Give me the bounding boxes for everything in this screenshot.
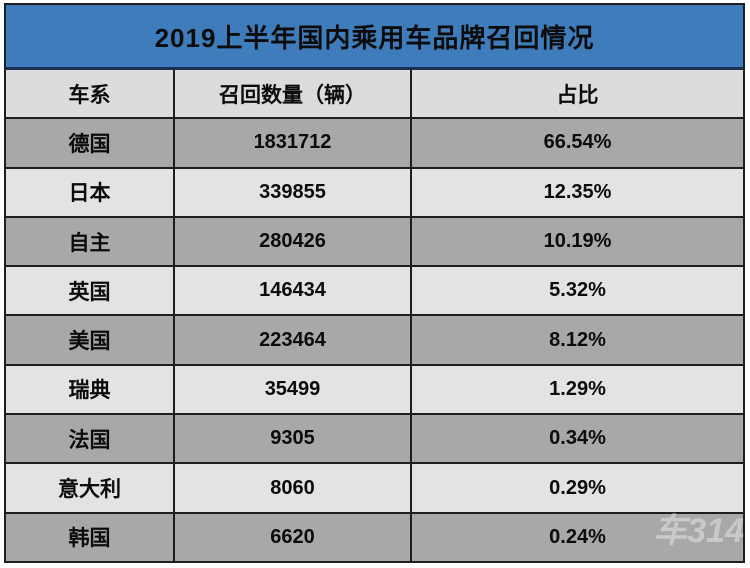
cell-series: 瑞典: [6, 365, 175, 414]
cell-share: 0.34%: [549, 427, 606, 450]
cell-series: 韩国: [6, 513, 175, 561]
column-header-share: 占比: [556, 83, 599, 107]
table-row: 美国 223464 8.12%: [6, 316, 743, 366]
cell-series: 德国: [6, 119, 175, 167]
cell-share: 8.12%: [549, 328, 606, 351]
cell-quantity: 280426: [175, 217, 412, 266]
cell-series: 美国: [6, 316, 175, 364]
cell-share: 12.35%: [543, 180, 612, 203]
cell-series: 法国: [6, 415, 175, 463]
table-row: 德国 1831712 66.54%: [6, 119, 743, 169]
cell-quantity: 339855: [175, 168, 412, 216]
cell-series: 意大利: [6, 464, 175, 512]
table-row: 自主 280426 10.19%: [6, 217, 743, 268]
column-header-quantity: 召回数量（辆）: [175, 70, 412, 118]
table-row: 法国 9305 0.34%: [6, 415, 743, 465]
table-title-bar: 2019上半年国内乘用车品牌召回情况: [6, 5, 743, 70]
table-row: 英国 146434 5.32%: [6, 267, 743, 317]
cell-series: 日本: [6, 168, 175, 216]
cell-series: 英国: [6, 267, 175, 315]
cell-share: 0.29%: [549, 476, 606, 499]
cell-share: 66.54%: [543, 131, 612, 154]
cell-series: 自主: [6, 217, 175, 266]
cell-share: 1.29%: [549, 377, 606, 400]
cell-quantity: 223464: [175, 316, 412, 364]
cell-share: 10.19%: [543, 230, 612, 253]
cell-quantity: 146434: [175, 267, 412, 315]
table-row: 瑞典 35499 1.29%: [6, 365, 743, 416]
table-row: 日本 339855 12.35%: [6, 168, 743, 218]
table-row: 韩国 6620 0.24%: [6, 513, 743, 561]
recall-table: 2019上半年国内乘用车品牌召回情况 车系 召回数量（辆） 占比 德国 18317…: [4, 3, 745, 563]
table-header-row: 车系 召回数量（辆） 占比: [6, 70, 743, 120]
table-row: 意大利 8060 0.29%: [6, 464, 743, 514]
cell-share: 5.32%: [549, 279, 606, 302]
column-header-series: 车系: [6, 70, 175, 118]
cell-quantity: 35499: [175, 365, 412, 414]
cell-share: 0.24%: [549, 525, 606, 548]
cell-quantity: 9305: [175, 415, 412, 463]
cell-quantity: 8060: [175, 464, 412, 512]
cell-quantity: 6620: [175, 513, 412, 561]
cell-quantity: 1831712: [175, 119, 412, 167]
page-title: 2019上半年国内乘用车品牌召回情况: [154, 22, 595, 53]
